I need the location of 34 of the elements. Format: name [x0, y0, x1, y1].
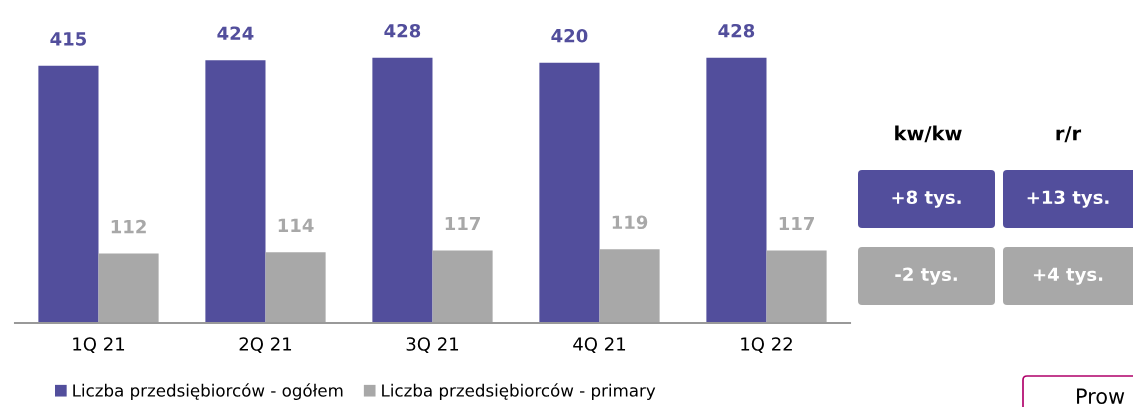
text: Prow — [1077, 388, 1125, 405]
text: kw/kw — [895, 125, 962, 143]
data-label: 117 — [445, 216, 480, 231]
legend-label: Liczba przedsiębiorców - ogółem — [73, 383, 343, 400]
bar — [539, 62, 600, 323]
data-label: 112 — [111, 219, 146, 234]
data-label: 119 — [612, 215, 648, 230]
bar — [265, 252, 326, 323]
text: +4 tys. — [1033, 267, 1103, 285]
text: -2 tys. — [895, 267, 957, 285]
x-tick-label: 2Q 21 — [239, 337, 292, 353]
bar — [98, 253, 159, 323]
x-tick-label: 3Q 21 — [406, 337, 459, 353]
bar — [766, 250, 827, 323]
x-tick-label: 1Q 22 — [741, 337, 792, 353]
data-label: 415 — [50, 32, 87, 46]
bar — [205, 60, 266, 323]
bar — [432, 250, 493, 323]
data-label: 420 — [551, 28, 588, 43]
text: +8 tys. — [892, 190, 961, 208]
x-tick-label: 1Q 21 — [73, 337, 125, 353]
data-label: 428 — [384, 23, 421, 38]
bar — [38, 65, 99, 323]
text: +13 tys. — [1027, 190, 1109, 208]
bar — [372, 57, 433, 323]
bar — [599, 249, 660, 323]
x-tick-label: 4Q 21 — [573, 337, 626, 353]
data-label: 114 — [278, 218, 314, 232]
data-label: 428 — [718, 23, 755, 38]
data-label: 424 — [217, 26, 254, 40]
text: r/r — [1056, 126, 1082, 143]
bar — [706, 57, 767, 323]
data-label: 117 — [779, 216, 814, 231]
legend-label: Liczba przedsiębiorców - primary — [382, 383, 656, 400]
